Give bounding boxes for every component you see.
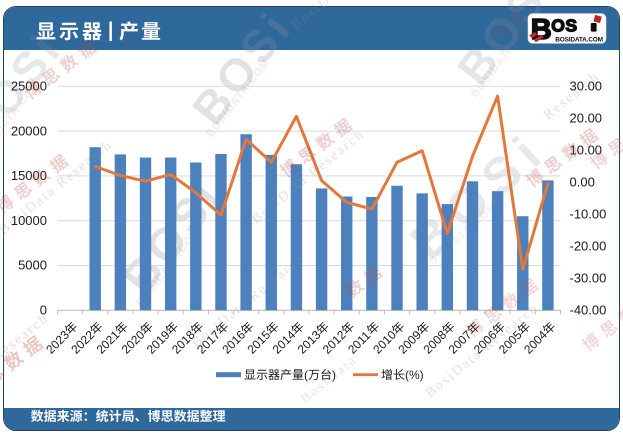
svg-text:BOSi: BOSi <box>182 1 302 134</box>
svg-text:0.00: 0.00 <box>570 175 595 190</box>
svg-text:0: 0 <box>40 303 47 318</box>
svg-text:-40.00: -40.00 <box>570 303 607 318</box>
svg-text:20000: 20000 <box>11 123 47 138</box>
svg-text:2011: 2011 <box>345 328 373 356</box>
svg-text:20.00: 20.00 <box>570 111 603 126</box>
svg-text:-30.00: -30.00 <box>570 271 607 286</box>
svg-text:-10.00: -10.00 <box>570 207 607 222</box>
svg-text:2010: 2010 <box>370 328 399 357</box>
svg-text:-20.00: -20.00 <box>570 239 607 254</box>
svg-text:2016: 2016 <box>219 328 248 357</box>
svg-text:B: B <box>531 14 552 46</box>
svg-text:(: ( <box>304 368 308 382</box>
svg-text:2013: 2013 <box>295 328 324 357</box>
svg-text:30.00: 30.00 <box>570 79 603 94</box>
svg-text:10000: 10000 <box>11 213 47 228</box>
svg-text:2021: 2021 <box>94 328 123 357</box>
svg-text:2015: 2015 <box>244 328 273 357</box>
svg-text:(%): (%) <box>405 368 424 382</box>
svg-text:2019: 2019 <box>144 328 173 357</box>
svg-text:10.00: 10.00 <box>570 143 603 158</box>
svg-text:2008: 2008 <box>420 328 449 357</box>
svg-text:): ) <box>332 368 336 382</box>
svg-text:2009: 2009 <box>395 328 424 357</box>
svg-text:2014: 2014 <box>270 328 299 357</box>
svg-text:2020: 2020 <box>119 328 148 357</box>
svg-text:2022: 2022 <box>68 328 97 357</box>
svg-text:5000: 5000 <box>18 258 47 273</box>
svg-text:2023: 2023 <box>43 328 72 357</box>
svg-text:15000: 15000 <box>11 168 47 183</box>
svg-text:25000: 25000 <box>11 79 47 94</box>
svg-text:BosiData Research: BosiData Research <box>289 0 408 33</box>
svg-text:OS: OS <box>551 15 577 35</box>
svg-text:BOSIDATA.COM: BOSIDATA.COM <box>555 37 603 44</box>
svg-text:2012: 2012 <box>320 328 349 357</box>
svg-text:2004: 2004 <box>521 328 550 357</box>
